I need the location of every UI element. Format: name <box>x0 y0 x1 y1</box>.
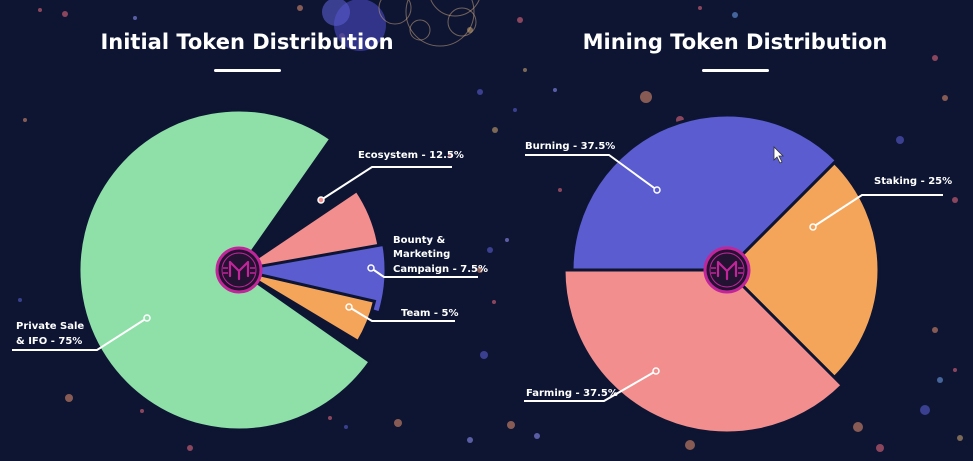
leader-dot <box>345 303 353 311</box>
slice-label: Bounty & <box>393 235 446 246</box>
slice-label: Marketing <box>393 249 450 260</box>
right-title-underline <box>702 69 769 72</box>
decor-dot <box>477 89 483 95</box>
left-title-underline <box>214 69 281 72</box>
decor-dot <box>513 108 517 112</box>
decor-dot <box>18 298 22 302</box>
pie-slice <box>238 268 377 344</box>
decor-dot <box>448 153 452 157</box>
slice-label: Team - 5% <box>401 308 459 319</box>
decor-dot <box>65 394 73 402</box>
slice-label: & IFO - 75% <box>16 336 82 347</box>
decor-dot <box>297 5 303 11</box>
decor-dot <box>505 238 509 242</box>
decor-dot <box>876 444 884 452</box>
decor-dot <box>920 405 930 415</box>
decor-dot <box>133 16 137 20</box>
leader-line <box>812 194 943 228</box>
decor-dot <box>23 118 27 122</box>
decor-dot <box>732 12 738 18</box>
slice-label: Campaign - 7.5% <box>393 264 488 275</box>
leader-line <box>320 166 452 201</box>
decor-dot <box>492 127 498 133</box>
right-chart-title: Mining Token Distribution <box>582 30 888 54</box>
slice-label: Farming - 37.5% <box>526 388 618 399</box>
decor-dot <box>523 68 527 72</box>
leader-dot <box>809 223 817 231</box>
decor-dot <box>937 377 943 383</box>
leader-line <box>524 370 657 402</box>
decor-dot <box>480 351 488 359</box>
decor-ring <box>378 0 412 25</box>
decor-dot <box>477 267 483 273</box>
leader-dot <box>652 367 660 375</box>
decor-dot <box>953 368 957 372</box>
leader-dot <box>367 264 375 272</box>
decor-dot <box>507 421 515 429</box>
decor-dot <box>553 88 557 92</box>
mining-distribution-pie: Burning - 37.5% Staking - 25% Farming - 37… <box>524 113 952 435</box>
decor-ring <box>405 0 475 47</box>
decor-ring <box>430 0 480 17</box>
decor-dot <box>896 136 904 144</box>
decor-blob <box>322 0 350 26</box>
initial-distribution-pie: Private Sale & IFO - 75% Ecosystem - 12.5%… <box>12 108 488 432</box>
mining-crest-icon <box>215 246 263 294</box>
leader-dot <box>317 196 325 204</box>
decor-dot <box>942 95 948 101</box>
leader-dot <box>143 314 151 322</box>
decor-dot <box>62 11 68 17</box>
decor-dot <box>328 416 332 420</box>
decor-dot <box>492 300 496 304</box>
pie-slice <box>724 160 881 380</box>
decor-dot <box>467 27 473 33</box>
leader-dot <box>653 186 661 194</box>
decor-dot <box>685 440 695 450</box>
decor-dot <box>932 55 938 61</box>
decor-dot <box>140 409 144 413</box>
decor-dot <box>344 425 348 429</box>
mouse-cursor-icon <box>773 146 784 164</box>
decor-dot <box>187 445 193 451</box>
decor-dot <box>394 419 402 427</box>
pie-slice <box>570 113 839 272</box>
decor-dot <box>467 437 473 443</box>
leader-line <box>12 317 148 351</box>
leader-line <box>525 154 658 191</box>
decor-dot <box>558 188 562 192</box>
leader-line <box>370 267 478 278</box>
pie-slice <box>562 268 845 435</box>
decor-dot <box>640 91 652 103</box>
decor-dot <box>957 435 963 441</box>
decor-dot <box>952 197 958 203</box>
decor-dot <box>517 17 523 23</box>
decor-ring <box>447 7 477 37</box>
decor-dot <box>428 238 432 242</box>
decor-dot <box>38 8 42 12</box>
decor-dot <box>698 6 702 10</box>
slice-label: Staking - 25% <box>874 176 952 187</box>
decor-dot <box>534 433 540 439</box>
decor-dot <box>487 247 493 253</box>
slice-label: Private Sale <box>16 321 84 332</box>
decor-dot <box>932 327 938 333</box>
decor-ring <box>409 19 431 41</box>
slice-label: Burning - 37.5% <box>525 141 615 152</box>
left-chart-title: Initial Token Distribution <box>100 30 394 54</box>
mining-crest-icon <box>703 246 751 294</box>
slice-label: Ecosystem - 12.5% <box>358 150 464 161</box>
decor-dot <box>853 422 863 432</box>
leader-line <box>348 306 455 322</box>
